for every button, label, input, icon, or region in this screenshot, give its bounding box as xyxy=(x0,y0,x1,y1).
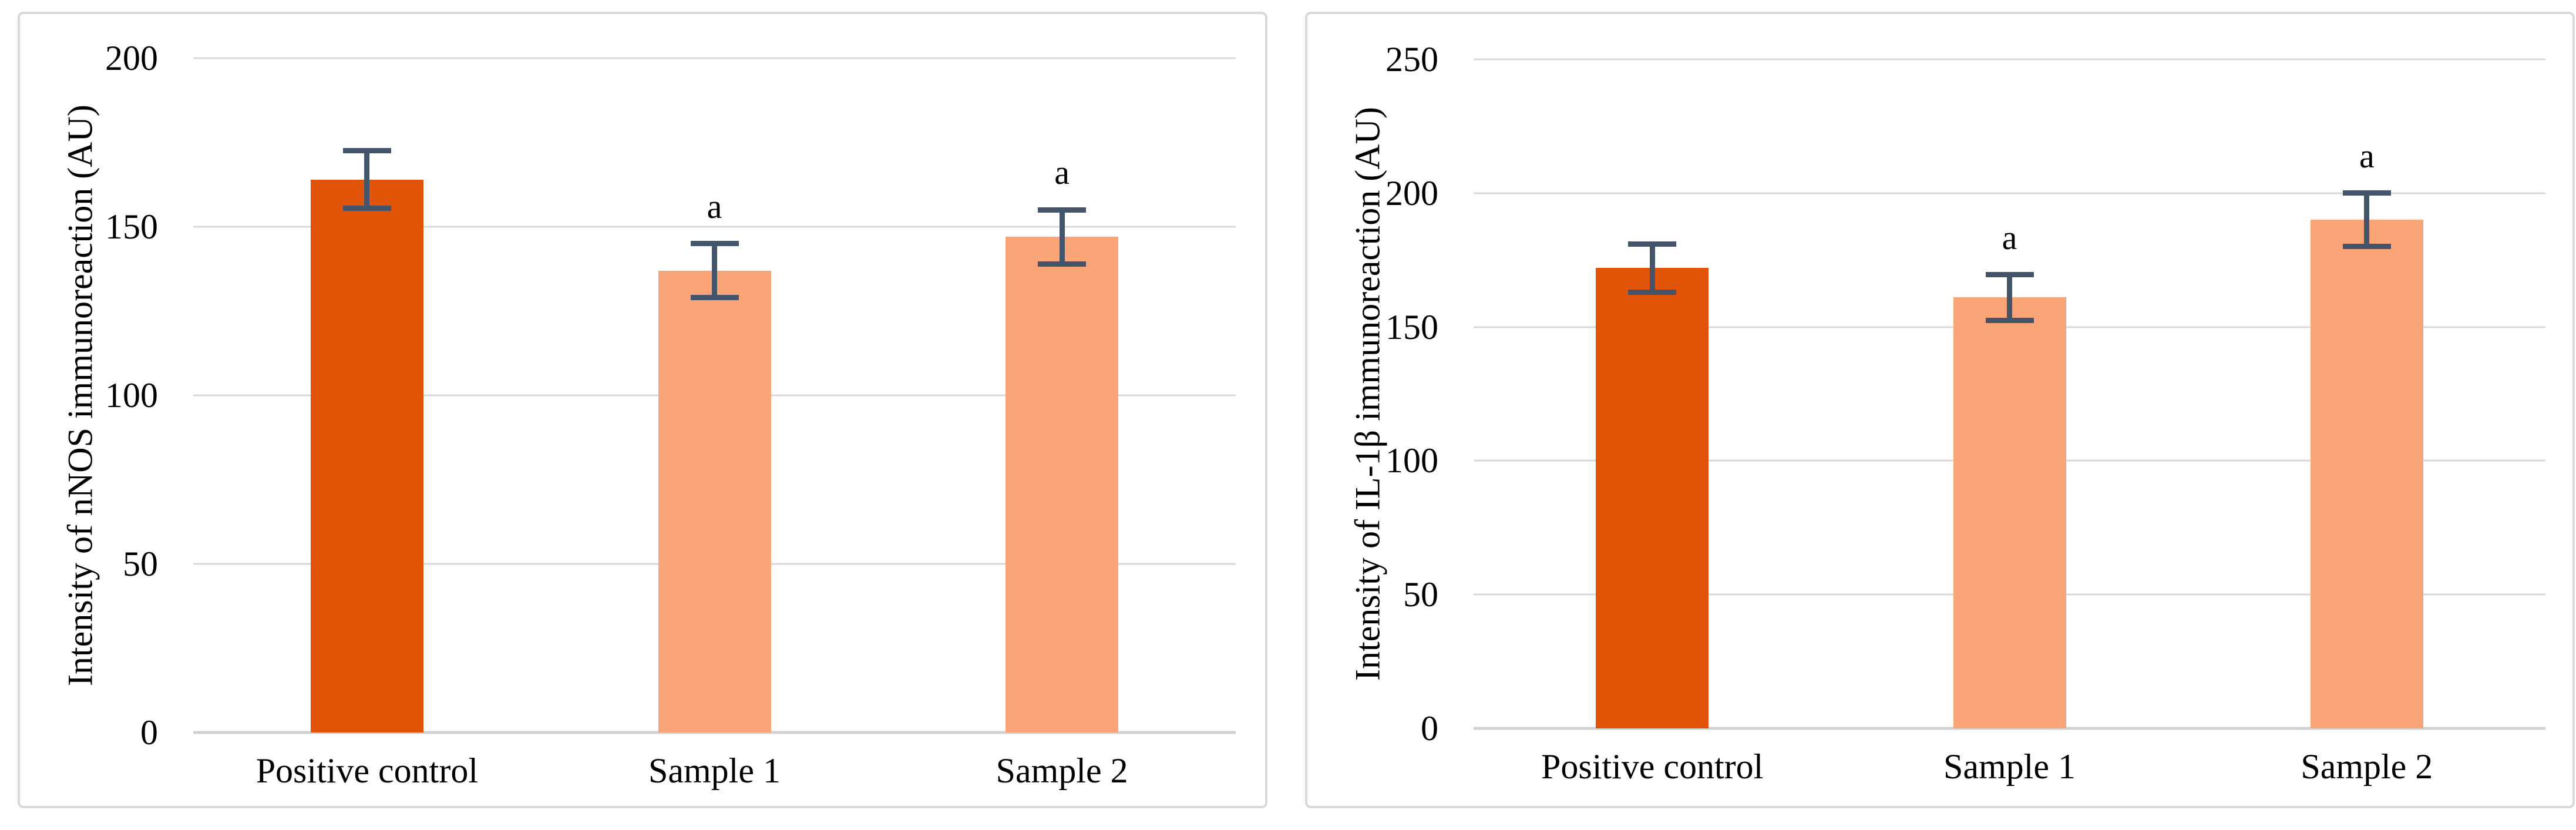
bar-sample-1 xyxy=(658,270,771,732)
bar-sample-2 xyxy=(1005,237,1119,732)
error-bar-cap xyxy=(1985,317,2034,323)
y-tick-label: 150 xyxy=(1385,307,1438,347)
error-bar-cap xyxy=(690,295,739,301)
error-bar-line xyxy=(712,243,717,298)
x-axis-label-sample-2: Sample 2 xyxy=(2301,747,2433,786)
y-tick-label: 250 xyxy=(1385,40,1438,79)
error-bar-cap xyxy=(1038,261,1087,267)
x-axis-label-sample-2: Sample 2 xyxy=(996,751,1128,790)
error-bar-line xyxy=(1059,210,1065,264)
bar-sample-2 xyxy=(2310,220,2423,728)
y-axis-title: Intensity of IL-1β immunoreaction (AU) xyxy=(1348,107,1387,681)
error-bar-cap xyxy=(2342,244,2391,250)
significance-label: a xyxy=(2359,136,2375,175)
y-tick-label: 50 xyxy=(1403,575,1438,614)
error-bar-cap xyxy=(690,241,739,247)
y-tick-label: 150 xyxy=(105,207,158,246)
x-axis-label-positive-control: Positive control xyxy=(1541,747,1764,786)
gridline xyxy=(193,226,1236,228)
significance-label: a xyxy=(2002,218,2017,257)
x-axis-label-sample-1: Sample 1 xyxy=(648,751,781,790)
error-bar-cap xyxy=(2342,190,2391,196)
y-tick-label: 0 xyxy=(1421,709,1438,748)
bar-sample-1 xyxy=(1953,297,2066,728)
chart-panel-il1b: Intensity of IL-1β immunoreaction (AU) 0… xyxy=(1305,12,2575,808)
bar-positive-control xyxy=(310,179,423,732)
error-bar-cap xyxy=(1628,289,1677,295)
bar-positive-control xyxy=(1596,268,1709,728)
y-tick-label: 200 xyxy=(1385,173,1438,213)
significance-label: a xyxy=(1054,153,1070,192)
error-bar-cap xyxy=(1628,241,1677,247)
gridline xyxy=(193,57,1236,59)
significance-label: a xyxy=(707,187,722,226)
plot-area: 0 50 100 150 200 Positive control a Sample 1 a Sa… xyxy=(105,41,1236,790)
gridline xyxy=(1474,58,2545,61)
error-bar-line xyxy=(364,150,370,209)
gridline xyxy=(193,731,1236,734)
error-bar-cap xyxy=(342,148,391,154)
y-tick-label: 50 xyxy=(123,545,158,583)
y-tick-label: 0 xyxy=(140,713,158,752)
error-bar-cap xyxy=(342,205,391,211)
x-axis-label-positive-control: Positive control xyxy=(255,751,478,790)
error-bar-cap xyxy=(1038,207,1087,213)
gridline xyxy=(1474,192,2545,194)
error-bar-line xyxy=(2007,274,2012,321)
error-bar-cap xyxy=(1985,272,2034,278)
error-bar-line xyxy=(1649,244,1655,293)
y-tick-label: 100 xyxy=(1385,441,1438,480)
error-bar-line xyxy=(2364,193,2370,247)
y-tick-label: 200 xyxy=(105,39,158,78)
y-tick-label: 100 xyxy=(105,376,158,415)
x-axis-label-sample-1: Sample 1 xyxy=(1943,747,2076,786)
gridline xyxy=(1474,727,2545,730)
plot-area: 0 50 100 150 200 250 Positive control a Sample 1… xyxy=(1385,42,2545,786)
